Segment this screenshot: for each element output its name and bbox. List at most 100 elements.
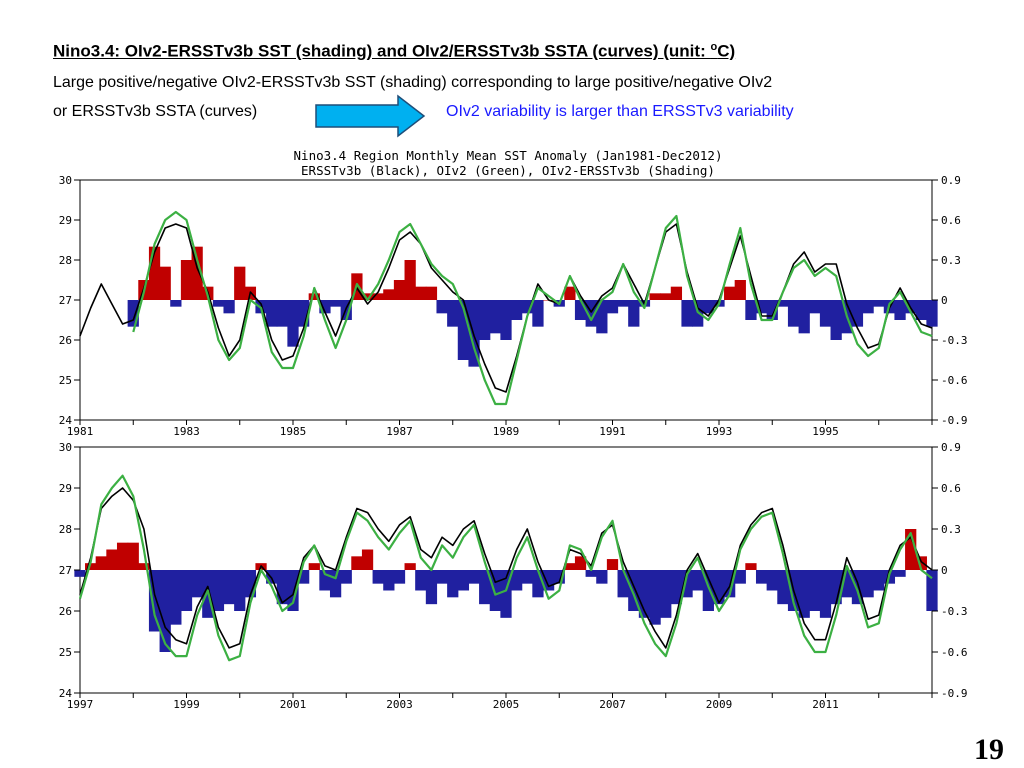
right-axis-tick-label: -0.3 — [941, 334, 968, 347]
negative-shading-bar — [638, 570, 651, 618]
positive-shading-bar — [606, 559, 619, 570]
negative-shading-bar — [553, 570, 565, 584]
positive-shading-bar — [138, 563, 150, 570]
left-axis-tick-label: 26 — [59, 605, 72, 618]
negative-shading-bar — [511, 300, 523, 320]
x-axis-tick-label: 2009 — [706, 698, 733, 711]
negative-shading-bar — [755, 300, 768, 314]
negative-shading-bar — [191, 570, 203, 598]
negative-shading-bar — [127, 300, 139, 327]
negative-shading-bar — [511, 570, 523, 591]
ersst-curve — [79, 487, 933, 649]
negative-shading-bar — [329, 300, 342, 307]
negative-shading-bar — [830, 300, 842, 340]
right-axis-tick-label: 0.9 — [941, 174, 961, 187]
description-line-1: Large positive/negative OIv2-ERSSTv3b SS… — [53, 74, 773, 91]
negative-shading-bar — [436, 570, 448, 584]
left-axis-tick-label: 26 — [59, 334, 72, 347]
right-axis-tick-label: 0.9 — [941, 441, 961, 454]
negative-shading-bar — [628, 300, 640, 327]
negative-shading-bar — [287, 570, 299, 611]
positive-shading-bar — [191, 246, 203, 300]
negative-shading-bar — [628, 570, 640, 611]
negative-shading-bar — [372, 570, 384, 584]
negative-shading-bar — [479, 570, 491, 605]
chart-title: Nino3.4 Region Monthly Mean SST Anomaly … — [294, 148, 723, 163]
positive-shading-bar — [745, 563, 757, 570]
positive-shading-bar — [404, 563, 416, 570]
x-axis-tick-label: 2005 — [493, 698, 520, 711]
left-axis-tick-label: 27 — [59, 564, 72, 577]
x-axis-tick-label: 1997 — [67, 698, 94, 711]
x-axis-tick-label: 1989 — [493, 425, 520, 438]
negative-shading-bar — [276, 300, 288, 327]
negative-shading-bar — [74, 570, 86, 577]
negative-shading-bar — [500, 570, 512, 618]
positive-shading-bar — [351, 556, 363, 570]
negative-shading-bar — [159, 570, 171, 652]
negative-shading-bar — [777, 300, 789, 307]
oiv2-curve — [78, 474, 933, 662]
x-axis-tick-label: 2011 — [812, 698, 839, 711]
chart-subtitle: ERSSTv3b (Black), OIv2 (Green), OIv2-ERS… — [301, 163, 715, 178]
x-axis-tick-label: 1995 — [812, 425, 839, 438]
negative-shading-bar — [787, 300, 800, 327]
negative-shading-bar — [170, 570, 182, 625]
negative-shading-bar — [212, 300, 225, 307]
negative-shading-bar — [521, 570, 533, 584]
negative-shading-bar — [702, 570, 714, 611]
negative-shading-bar — [915, 300, 927, 320]
negative-shading-bar — [170, 300, 182, 307]
negative-shading-bar — [766, 300, 778, 320]
negative-shading-bar — [862, 300, 874, 314]
left-axis-tick-label: 25 — [59, 646, 72, 659]
positive-shading-bar — [361, 293, 374, 300]
negative-shading-bar — [532, 300, 544, 327]
positive-shading-bar — [116, 542, 129, 570]
negative-shading-bar — [415, 570, 427, 591]
negative-shading-bar — [234, 570, 246, 611]
positive-shading-bar — [95, 556, 107, 570]
positive-shading-bar — [148, 246, 161, 300]
negative-shading-bar — [713, 570, 725, 605]
positive-shading-bar — [564, 563, 576, 570]
negative-shading-bar — [276, 570, 288, 605]
negative-shading-bar — [479, 300, 491, 340]
positive-shading-bar — [734, 280, 746, 300]
right-axis-tick-label: -0.9 — [941, 687, 968, 700]
negative-shading-bar — [298, 300, 310, 327]
negative-shading-bar — [660, 570, 672, 618]
x-axis-tick-label: 1987 — [386, 425, 413, 438]
negative-shading-bar — [457, 570, 470, 591]
negative-shading-bar — [617, 300, 629, 307]
right-axis-tick-label: -0.9 — [941, 414, 968, 427]
oiv2-curve — [132, 210, 933, 406]
negative-shading-bar — [798, 570, 810, 618]
negative-shading-bar — [596, 300, 608, 334]
left-axis-tick-label: 28 — [59, 523, 72, 536]
negative-shading-bar — [489, 570, 501, 611]
positive-shading-bar — [383, 289, 395, 300]
negative-shading-bar — [266, 300, 278, 327]
x-axis-tick-label: 1999 — [173, 698, 200, 711]
negative-shading-bar — [223, 570, 235, 605]
negative-shading-bar — [809, 570, 821, 611]
negative-shading-bar — [926, 300, 938, 327]
negative-shading-bar — [670, 570, 683, 605]
x-axis-tick-label: 2003 — [386, 698, 413, 711]
right-axis-tick-label: 0 — [941, 294, 948, 307]
x-axis-tick-label: 1985 — [280, 425, 307, 438]
right-arrow-icon — [315, 94, 426, 138]
negative-shading-bar — [830, 570, 842, 605]
negative-shading-bar — [319, 300, 331, 314]
degree-superscript: o — [710, 41, 718, 53]
left-axis-tick-label: 30 — [59, 174, 72, 187]
negative-shading-bar — [692, 570, 704, 591]
positive-shading-bar — [361, 549, 374, 570]
negative-shading-bar — [894, 300, 906, 320]
positive-shading-bar — [180, 260, 193, 300]
positive-shading-bar — [724, 286, 736, 300]
negative-shading-bar — [521, 300, 533, 314]
negative-shading-bar — [319, 570, 331, 591]
positive-shading-bar — [415, 286, 427, 300]
